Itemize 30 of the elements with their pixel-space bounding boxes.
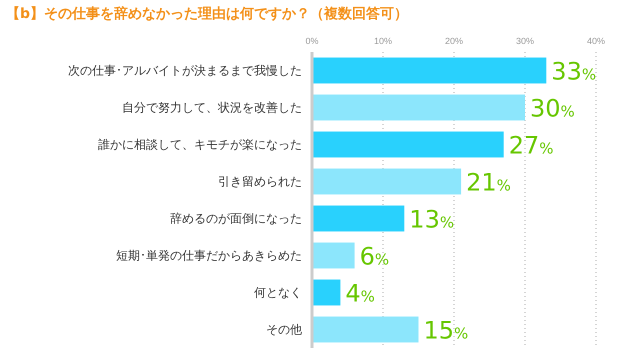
x-tick-label: 20% — [444, 36, 464, 46]
data-label: 4% — [345, 280, 375, 308]
bar — [312, 94, 525, 120]
y-tick-label: 誰かに相談して、キモチが楽になった — [98, 138, 302, 152]
bar — [312, 168, 462, 194]
data-label: 30% — [530, 94, 575, 123]
y-tick-label: 辞めるのが面倒になった — [170, 212, 302, 226]
data-label: 21% — [466, 168, 511, 197]
y-tick-label: 自分で努力して、状況を改善した — [122, 100, 302, 115]
data-label: 15% — [424, 316, 468, 345]
x-tick-label: 10% — [374, 36, 392, 46]
chart-title: 【b】その仕事を辞めなかった理由は何ですか？（複数回答可） — [6, 5, 408, 22]
bar — [312, 58, 546, 84]
bar — [312, 280, 340, 306]
bar — [312, 132, 504, 158]
y-tick-label: 次の仕事･アルバイトが決まるまで我慢した — [68, 64, 302, 78]
data-label: 27% — [508, 132, 554, 160]
x-tick-label: 40% — [586, 36, 606, 46]
data-label: 33% — [551, 58, 596, 86]
x-tick-label: 0% — [305, 36, 319, 46]
bar — [312, 316, 418, 342]
data-label: 6% — [360, 242, 390, 271]
bar — [312, 242, 355, 268]
y-tick-label: 短期･単発の仕事だからあきらめた — [116, 248, 302, 263]
y-tick-label: 引き留められた — [218, 174, 302, 189]
bar — [312, 206, 404, 232]
y-tick-label: 何となく — [254, 286, 302, 300]
y-tick-label: その他 — [266, 322, 302, 337]
x-tick-label: 30% — [516, 36, 534, 46]
data-label: 13% — [409, 206, 454, 234]
